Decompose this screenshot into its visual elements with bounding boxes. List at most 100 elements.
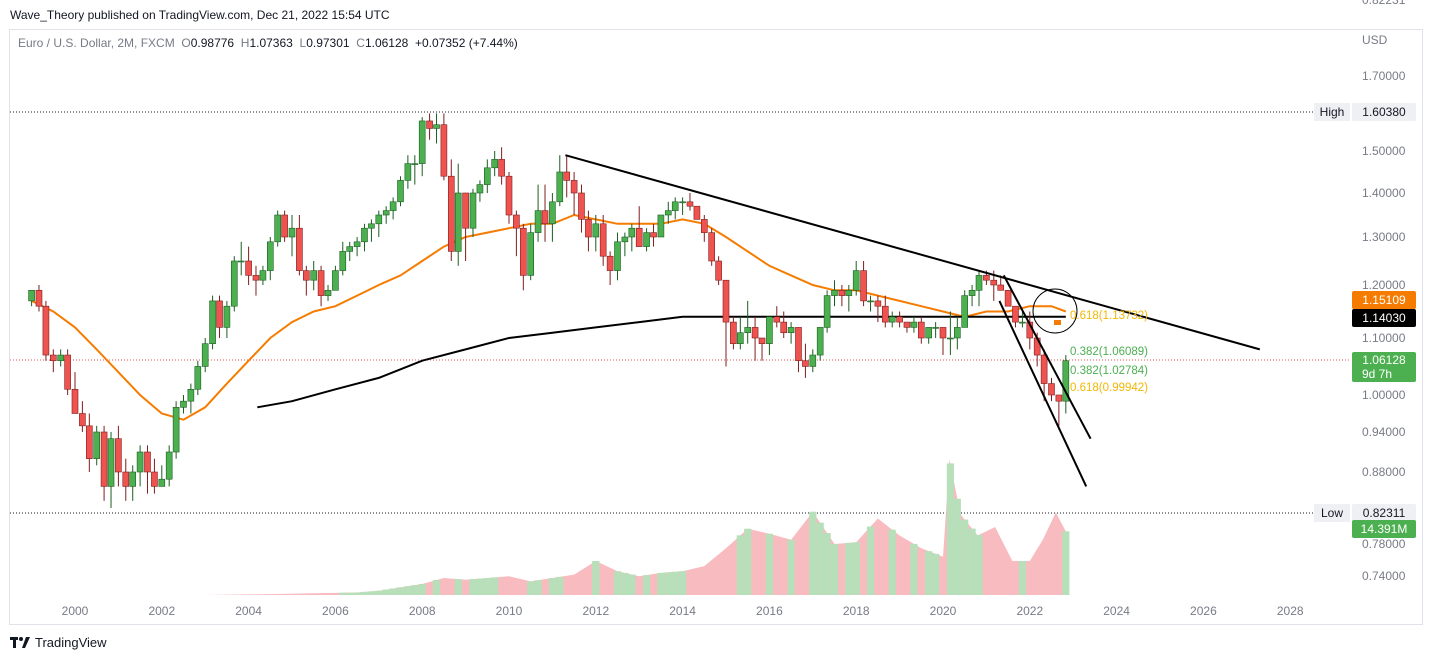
candle-body: [483, 167, 491, 185]
candle-body: [252, 275, 260, 281]
candle-body: [766, 316, 773, 344]
volume-bar: [404, 586, 412, 595]
y-tick-label: 0.82231: [1362, 0, 1406, 7]
x-tick-label: 2024: [1103, 604, 1130, 618]
candle-body: [339, 251, 347, 271]
candle-body: [997, 284, 1005, 291]
volume-bar: [476, 578, 484, 595]
candle-body: [1048, 383, 1055, 396]
candle-body: [708, 232, 715, 262]
candle-body: [917, 321, 925, 339]
candle-body: [874, 300, 882, 307]
volume-bar: [975, 534, 983, 595]
candle-body: [115, 438, 122, 473]
volume-bar: [346, 592, 354, 595]
candle-body: [556, 171, 564, 203]
candle-body: [245, 260, 252, 276]
candle-body: [939, 327, 947, 339]
candle-body: [281, 214, 288, 238]
volume-bar: [367, 591, 376, 595]
candle-body: [860, 270, 867, 302]
tradingview-logo[interactable]: TradingView: [10, 635, 107, 650]
candle-body: [983, 275, 990, 281]
candle-body: [57, 354, 64, 362]
fib-label: 0.382(1.06089): [1070, 346, 1148, 358]
volume-bar: [613, 571, 622, 595]
y-tick-label: 0.74000: [1362, 569, 1406, 583]
candle-body: [35, 289, 43, 307]
candle-body: [888, 316, 896, 323]
candle-body: [578, 192, 585, 220]
candle-body: [433, 124, 440, 129]
candle-body: [968, 289, 976, 296]
candle-body: [469, 192, 477, 229]
candle-body: [165, 451, 173, 480]
candle-body: [382, 210, 390, 216]
candle-body: [1012, 305, 1019, 323]
candle-body: [129, 471, 137, 487]
volume-tag: 14.391M: [1361, 522, 1408, 536]
volume-bar: [628, 574, 636, 595]
candle-body: [664, 210, 672, 216]
trend-line: [1002, 274, 1092, 440]
candle-body: [397, 180, 404, 203]
candle-body: [541, 210, 549, 225]
candle-body: [845, 289, 853, 296]
candle-body: [693, 205, 701, 220]
high-label-bg: [1314, 103, 1350, 121]
candle-body: [266, 241, 274, 271]
candle-body: [795, 327, 802, 362]
candle-body: [947, 337, 954, 340]
candle-body: [635, 227, 643, 247]
annotations: 0.618(1.13732) 0.382(1.06089) 0.382(1.0278…: [1032, 288, 1148, 394]
candle-body: [151, 471, 158, 487]
candle-body: [361, 227, 368, 243]
open-value: 0.98776: [190, 36, 235, 50]
candle-body: [136, 451, 144, 473]
candle-body: [144, 451, 151, 473]
candle-body: [209, 300, 216, 344]
candle-body: [954, 327, 961, 339]
candle-body: [975, 275, 983, 291]
candle-body: [476, 184, 484, 194]
candle-body: [534, 210, 542, 233]
fib-label: 0.382(1.02784): [1070, 365, 1148, 377]
candle-body: [317, 270, 325, 296]
y-tick-label: 1.40000: [1362, 186, 1406, 200]
volume-bar: [360, 591, 369, 595]
volume-bar: [556, 576, 564, 595]
candle-body: [932, 327, 939, 329]
last-price-tag-bg: [1352, 352, 1416, 382]
y-tick-label: 0.88000: [1362, 465, 1406, 479]
x-tick-label: 2022: [1016, 604, 1043, 618]
tradingview-logo-icon: [10, 636, 30, 648]
volume-bar: [483, 578, 491, 595]
candle-body: [1019, 321, 1026, 324]
y-tick-label: 1.00000: [1362, 388, 1406, 402]
candle-body: [100, 431, 108, 487]
candle-body: [332, 270, 339, 291]
volume-bar: [642, 575, 651, 595]
candle-body: [730, 321, 737, 344]
candle-body: [809, 354, 817, 367]
tradingview-brand: TradingView: [35, 635, 107, 650]
x-tick-label: 2002: [148, 604, 175, 618]
currency-label: USD: [1362, 33, 1388, 47]
high-value-tag: 1.60380: [1362, 105, 1406, 119]
x-tick-label: 2008: [409, 604, 436, 618]
volume-bar: [382, 589, 390, 595]
candle-body: [606, 255, 614, 271]
volume-bar: [592, 561, 600, 595]
y-tick-label: 1.70000: [1362, 69, 1406, 83]
x-tick-label: 2012: [582, 604, 609, 618]
low-label-bg: [1314, 504, 1350, 522]
x-tick-label: 2004: [235, 604, 262, 618]
candle-body: [722, 279, 730, 323]
ma-fast-tag: 1.15109: [1362, 293, 1406, 307]
low-value: 0.97301: [306, 36, 350, 50]
x-tick-label: 2028: [1277, 604, 1304, 618]
candle-body: [527, 232, 535, 276]
moving-averages: [31, 213, 1067, 421]
candle-body: [831, 289, 838, 296]
